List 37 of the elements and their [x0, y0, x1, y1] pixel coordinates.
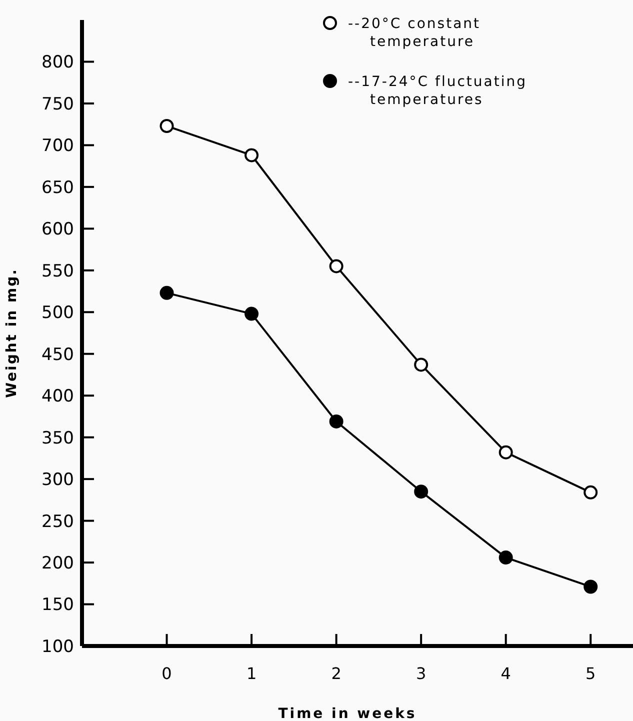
y-tick-label: 350: [42, 428, 74, 448]
y-tick-label: 650: [42, 178, 74, 198]
y-tick-label: 550: [42, 261, 74, 282]
point: [244, 306, 259, 321]
y-tick-label: 100: [42, 636, 74, 657]
x-tick-label: 1: [246, 664, 257, 683]
point: [584, 485, 598, 500]
legend-label: --20°C constant temperature: [348, 16, 481, 50]
y-tick-label: 800: [42, 52, 74, 73]
y-tick-label: 500: [42, 303, 74, 324]
point: [160, 286, 174, 300]
y-tick-label: 400: [42, 386, 74, 407]
point: [414, 358, 428, 372]
point: [329, 414, 344, 428]
point: [329, 259, 344, 274]
x-tick-label: 3: [416, 664, 426, 683]
y-tick-label: 300: [42, 470, 74, 490]
y-tick-label: 200: [42, 553, 74, 574]
y-tick-label: 450: [42, 344, 74, 365]
y-tick-label: 600: [42, 220, 74, 240]
point: [498, 445, 513, 460]
point: [498, 550, 513, 565]
x-tick-label: 0: [162, 664, 172, 683]
y-tick-label: 250: [42, 512, 74, 532]
y-tick-label: 700: [42, 136, 74, 156]
y-tick-label: 750: [42, 94, 74, 114]
point: [414, 484, 428, 499]
y-axis-title: Weight in mg.: [4, 268, 20, 398]
y-tick-label: 150: [42, 595, 74, 616]
x-tick-label: 4: [500, 664, 511, 683]
x-axis-title: Time in weeks: [278, 706, 417, 721]
point: [244, 148, 259, 162]
x-tick-label: 5: [586, 664, 596, 683]
point: [584, 580, 598, 594]
legend-label: --17-24°C fluctuating temperatures: [348, 74, 527, 108]
x-tick-label: 2: [331, 664, 342, 683]
point: [160, 119, 174, 134]
